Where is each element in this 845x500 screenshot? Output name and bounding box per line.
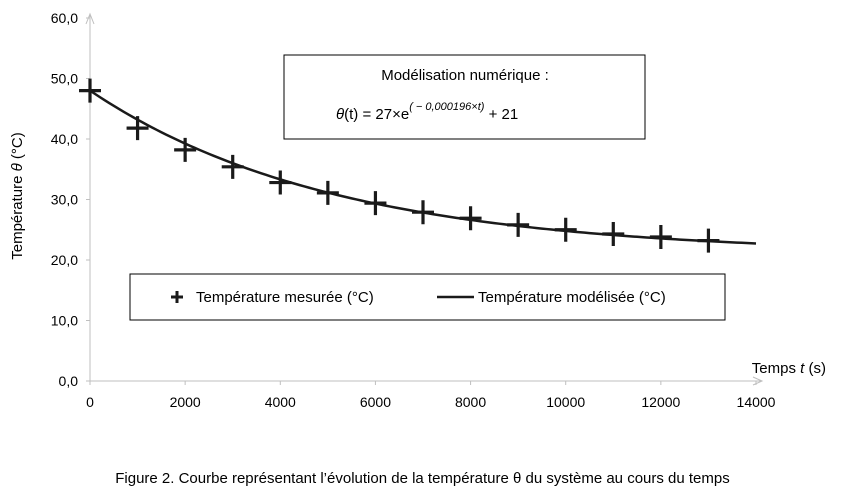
measured-point [221, 154, 244, 179]
annotation-formula: θ(t) = 27×e( − 0,000196×t) + 21 [336, 101, 518, 123]
x-tick-label: 4000 [265, 394, 296, 410]
x-tick-label: 0 [86, 394, 94, 410]
measured-point [649, 225, 672, 250]
legend: Température mesurée (°C) Température mod… [129, 273, 726, 321]
y-axis-ticks: 0,0 10,0 20,0 30,0 40,0 50,0 60,0 [51, 10, 90, 389]
formula-exponent: ( − 0,000196×t) [409, 101, 485, 113]
y-tick-label: 50,0 [51, 71, 78, 87]
y-tick-label: 60,0 [51, 10, 78, 26]
legend-frame [129, 273, 726, 321]
formula-body: (t) = 27×e [344, 106, 409, 123]
y-tick-label: 10,0 [51, 313, 78, 329]
x-axis-arrow [752, 376, 764, 386]
x-tick-label: 12000 [641, 394, 680, 410]
legend-label-measured: Température mesurée (°C) [196, 289, 374, 306]
x-tick-label: 14000 [737, 394, 776, 410]
x-tick-label: 8000 [455, 394, 486, 410]
measured-point [174, 137, 197, 162]
y-tick-label: 0,0 [59, 373, 79, 389]
annotation-frame [283, 54, 646, 140]
y-axis-title: Température θ (°C) [9, 132, 26, 260]
measured-point [459, 206, 482, 231]
annotation-title: Modélisation numérique : [381, 67, 549, 84]
formula-theta: θ [336, 106, 344, 123]
measured-point [697, 228, 720, 253]
x-tick-label: 6000 [360, 394, 391, 410]
legend-label-modelled: Température modélisée (°C) [478, 289, 666, 306]
legend-marker-plus [171, 291, 183, 303]
figure-caption: Figure 2. Courbe représentant l’évolutio… [115, 470, 730, 487]
measured-point [316, 180, 339, 205]
formula-tail: + 21 [484, 106, 518, 123]
measured-point [602, 221, 625, 246]
y-tick-label: 30,0 [51, 192, 78, 208]
measured-point [507, 212, 530, 237]
x-tick-label: 10000 [546, 394, 585, 410]
measured-point [554, 217, 577, 242]
x-tick-label: 2000 [170, 394, 201, 410]
measured-point [79, 78, 101, 103]
series-measured [79, 78, 720, 253]
y-tick-label: 40,0 [51, 131, 78, 147]
chart: 0,0 10,0 20,0 30,0 40,0 50,0 60,0 0 2000 4000 600… [9, 10, 826, 410]
model-annotation-box: Modélisation numérique : θ(t) = 27×e( − … [283, 54, 646, 140]
x-axis-ticks: 0 2000 4000 6000 8000 10000 12000 14000 [86, 381, 776, 410]
y-axis-arrow [85, 12, 95, 25]
measured-point [364, 191, 387, 216]
y-tick-label: 20,0 [51, 252, 78, 268]
measured-point [126, 116, 149, 141]
measured-point [412, 200, 434, 225]
x-axis-title: Temps t (s) [752, 360, 826, 377]
measured-point [269, 170, 292, 195]
